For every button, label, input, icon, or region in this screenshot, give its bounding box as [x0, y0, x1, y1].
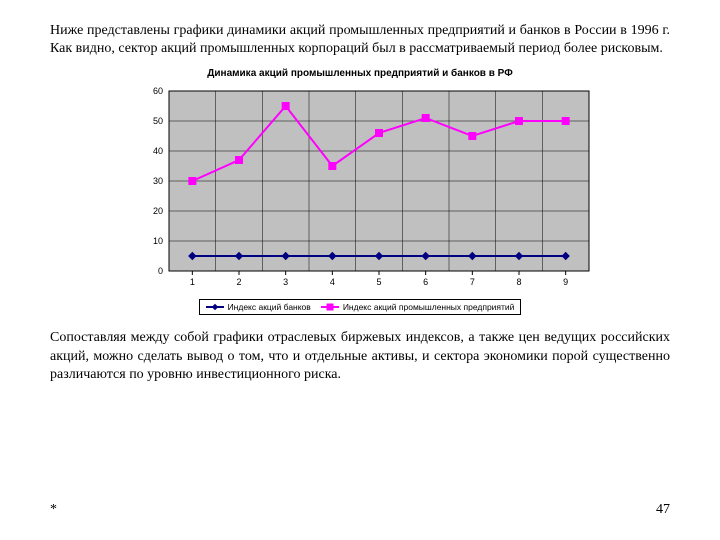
legend-label: Индекс акций промышленных предприятий — [343, 302, 515, 312]
svg-text:1: 1 — [189, 277, 194, 287]
svg-text:9: 9 — [563, 277, 568, 287]
svg-text:20: 20 — [152, 206, 162, 216]
legend-item: Индекс акций банков — [206, 302, 311, 312]
svg-text:8: 8 — [516, 277, 521, 287]
svg-text:6: 6 — [423, 277, 428, 287]
line-chart: 0 10 20 30 40 50 60 1 2 3 4 5 6 7 8 9 — [123, 85, 598, 295]
svg-text:3: 3 — [283, 277, 288, 287]
intro-paragraph: Ниже представлены графики динамики акций… — [50, 22, 670, 58]
chart-title: Динамика акций промышленных предприятий … — [123, 68, 598, 79]
svg-text:0: 0 — [157, 266, 162, 276]
svg-text:5: 5 — [376, 277, 381, 287]
outro-paragraph: Сопоставляя между собой графики отраслев… — [50, 329, 670, 384]
svg-text:7: 7 — [469, 277, 474, 287]
legend-label: Индекс акций банков — [228, 302, 311, 312]
legend-item: Индекс акций промышленных предприятий — [321, 302, 515, 312]
svg-text:60: 60 — [152, 86, 162, 96]
chart-legend: Индекс акций банков Индекс акций промышле… — [199, 299, 522, 315]
svg-text:4: 4 — [329, 277, 334, 287]
chart-container: Динамика акций промышленных предприятий … — [123, 68, 598, 315]
svg-text:10: 10 — [152, 236, 162, 246]
svg-text:40: 40 — [152, 146, 162, 156]
page-number: 47 — [656, 502, 670, 518]
svg-text:2: 2 — [236, 277, 241, 287]
svg-text:30: 30 — [152, 176, 162, 186]
svg-text:50: 50 — [152, 116, 162, 126]
footer-marker: * — [50, 502, 57, 518]
